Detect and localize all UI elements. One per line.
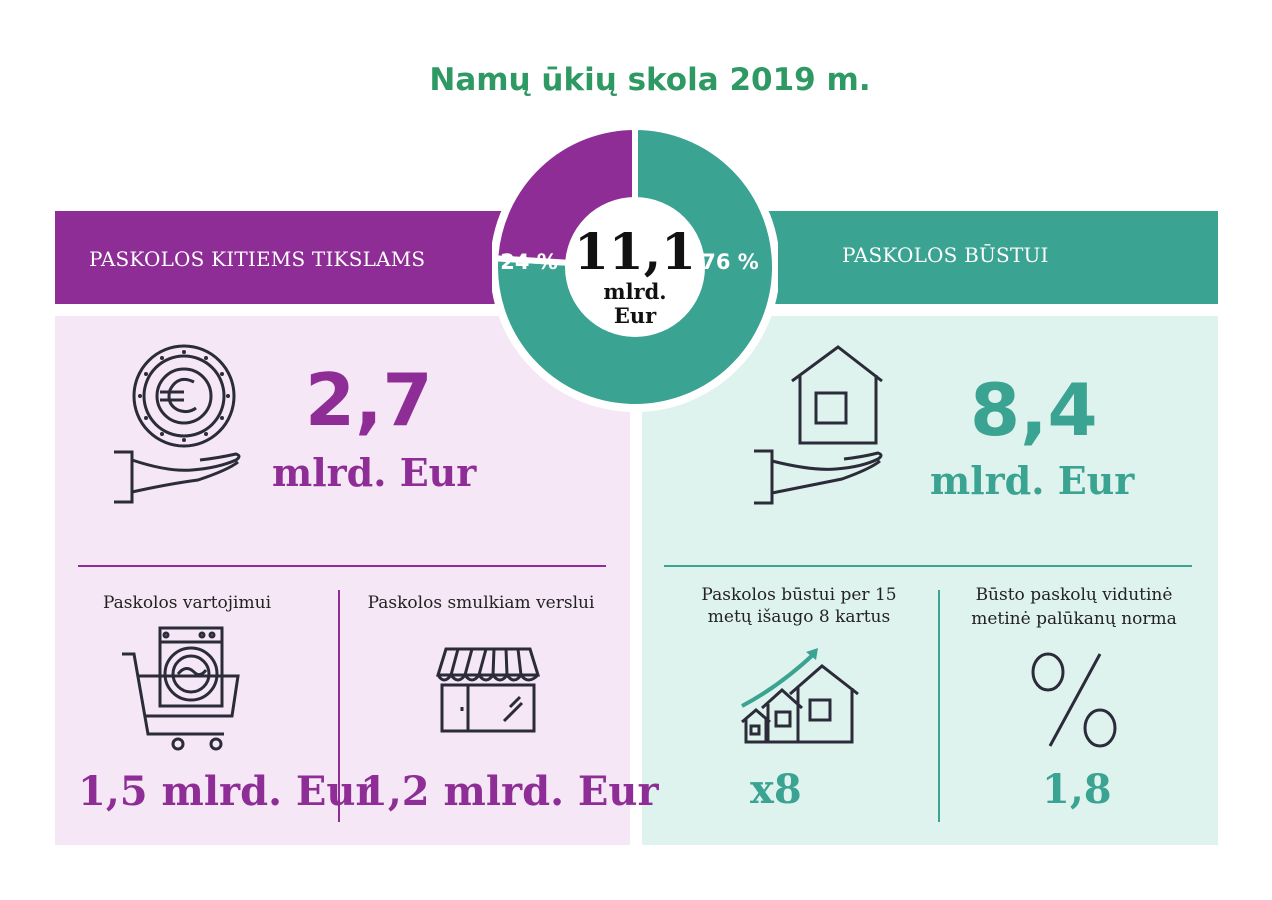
shop-awning-icon xyxy=(435,647,541,733)
slice-label-other: 24 % xyxy=(500,250,558,274)
coin-in-hand-icon xyxy=(114,344,241,504)
rate-caption-line1: Būsto paskolų vidutinė xyxy=(975,585,1173,605)
growth-caption-line1: Paskolos būstui per 15 xyxy=(701,585,897,605)
houses-growth-icon xyxy=(741,648,859,744)
left-band-label: PASKOLOS KITIEMS TIKSLAMS xyxy=(89,247,426,271)
consumer-value: 1,5 mlrd. Eur xyxy=(78,768,377,815)
growth-caption-line2: metų išaugo 8 kartus xyxy=(707,607,891,627)
donut-hole xyxy=(565,197,705,337)
right-total-value: 8,4 xyxy=(970,368,1098,452)
donut-center-unit-2: Eur xyxy=(614,303,657,328)
donut-center-unit-1: mlrd. xyxy=(603,279,666,304)
right-vertical-divider xyxy=(938,590,940,822)
left-divider xyxy=(78,565,606,567)
rate-caption-line2: metinė palūkanų norma xyxy=(971,609,1177,629)
business-value: 1,2 mlrd. Eur xyxy=(360,768,659,815)
right-divider xyxy=(664,565,1192,567)
right-band: PASKOLOS BŪSTUI xyxy=(760,211,1218,304)
donut-chart: 76 % 24 % 11,1 mlrd. Eur xyxy=(492,122,778,412)
left-band: PASKOLOS KITIEMS TIKSLAMS xyxy=(55,211,525,304)
rate-value: 1,8 xyxy=(1042,766,1112,813)
right-band-label: PASKOLOS BŪSTUI xyxy=(842,243,1049,267)
left-total-value: 2,7 xyxy=(305,358,433,442)
donut-outer-ring xyxy=(492,122,778,412)
consumer-caption: Paskolos vartojimui xyxy=(102,593,272,613)
growth-value: x8 xyxy=(750,766,802,813)
right-total-unit: mlrd. Eur xyxy=(930,458,1135,503)
left-vertical-divider xyxy=(338,590,340,822)
right-panel xyxy=(642,316,1218,845)
page-title: Namų ūkių skola 2019 m. xyxy=(429,62,871,98)
slice-label-housing: 76 % xyxy=(701,250,759,274)
business-caption: Paskolos smulkiam verslui xyxy=(367,593,595,613)
washing-machine-cart-icon xyxy=(122,626,240,751)
percent-icon xyxy=(1031,652,1117,748)
left-total-unit: mlrd. Eur xyxy=(272,450,477,495)
house-in-hand-icon xyxy=(754,345,883,505)
donut-center-value: 11,1 xyxy=(574,222,696,281)
left-panel xyxy=(55,316,630,845)
